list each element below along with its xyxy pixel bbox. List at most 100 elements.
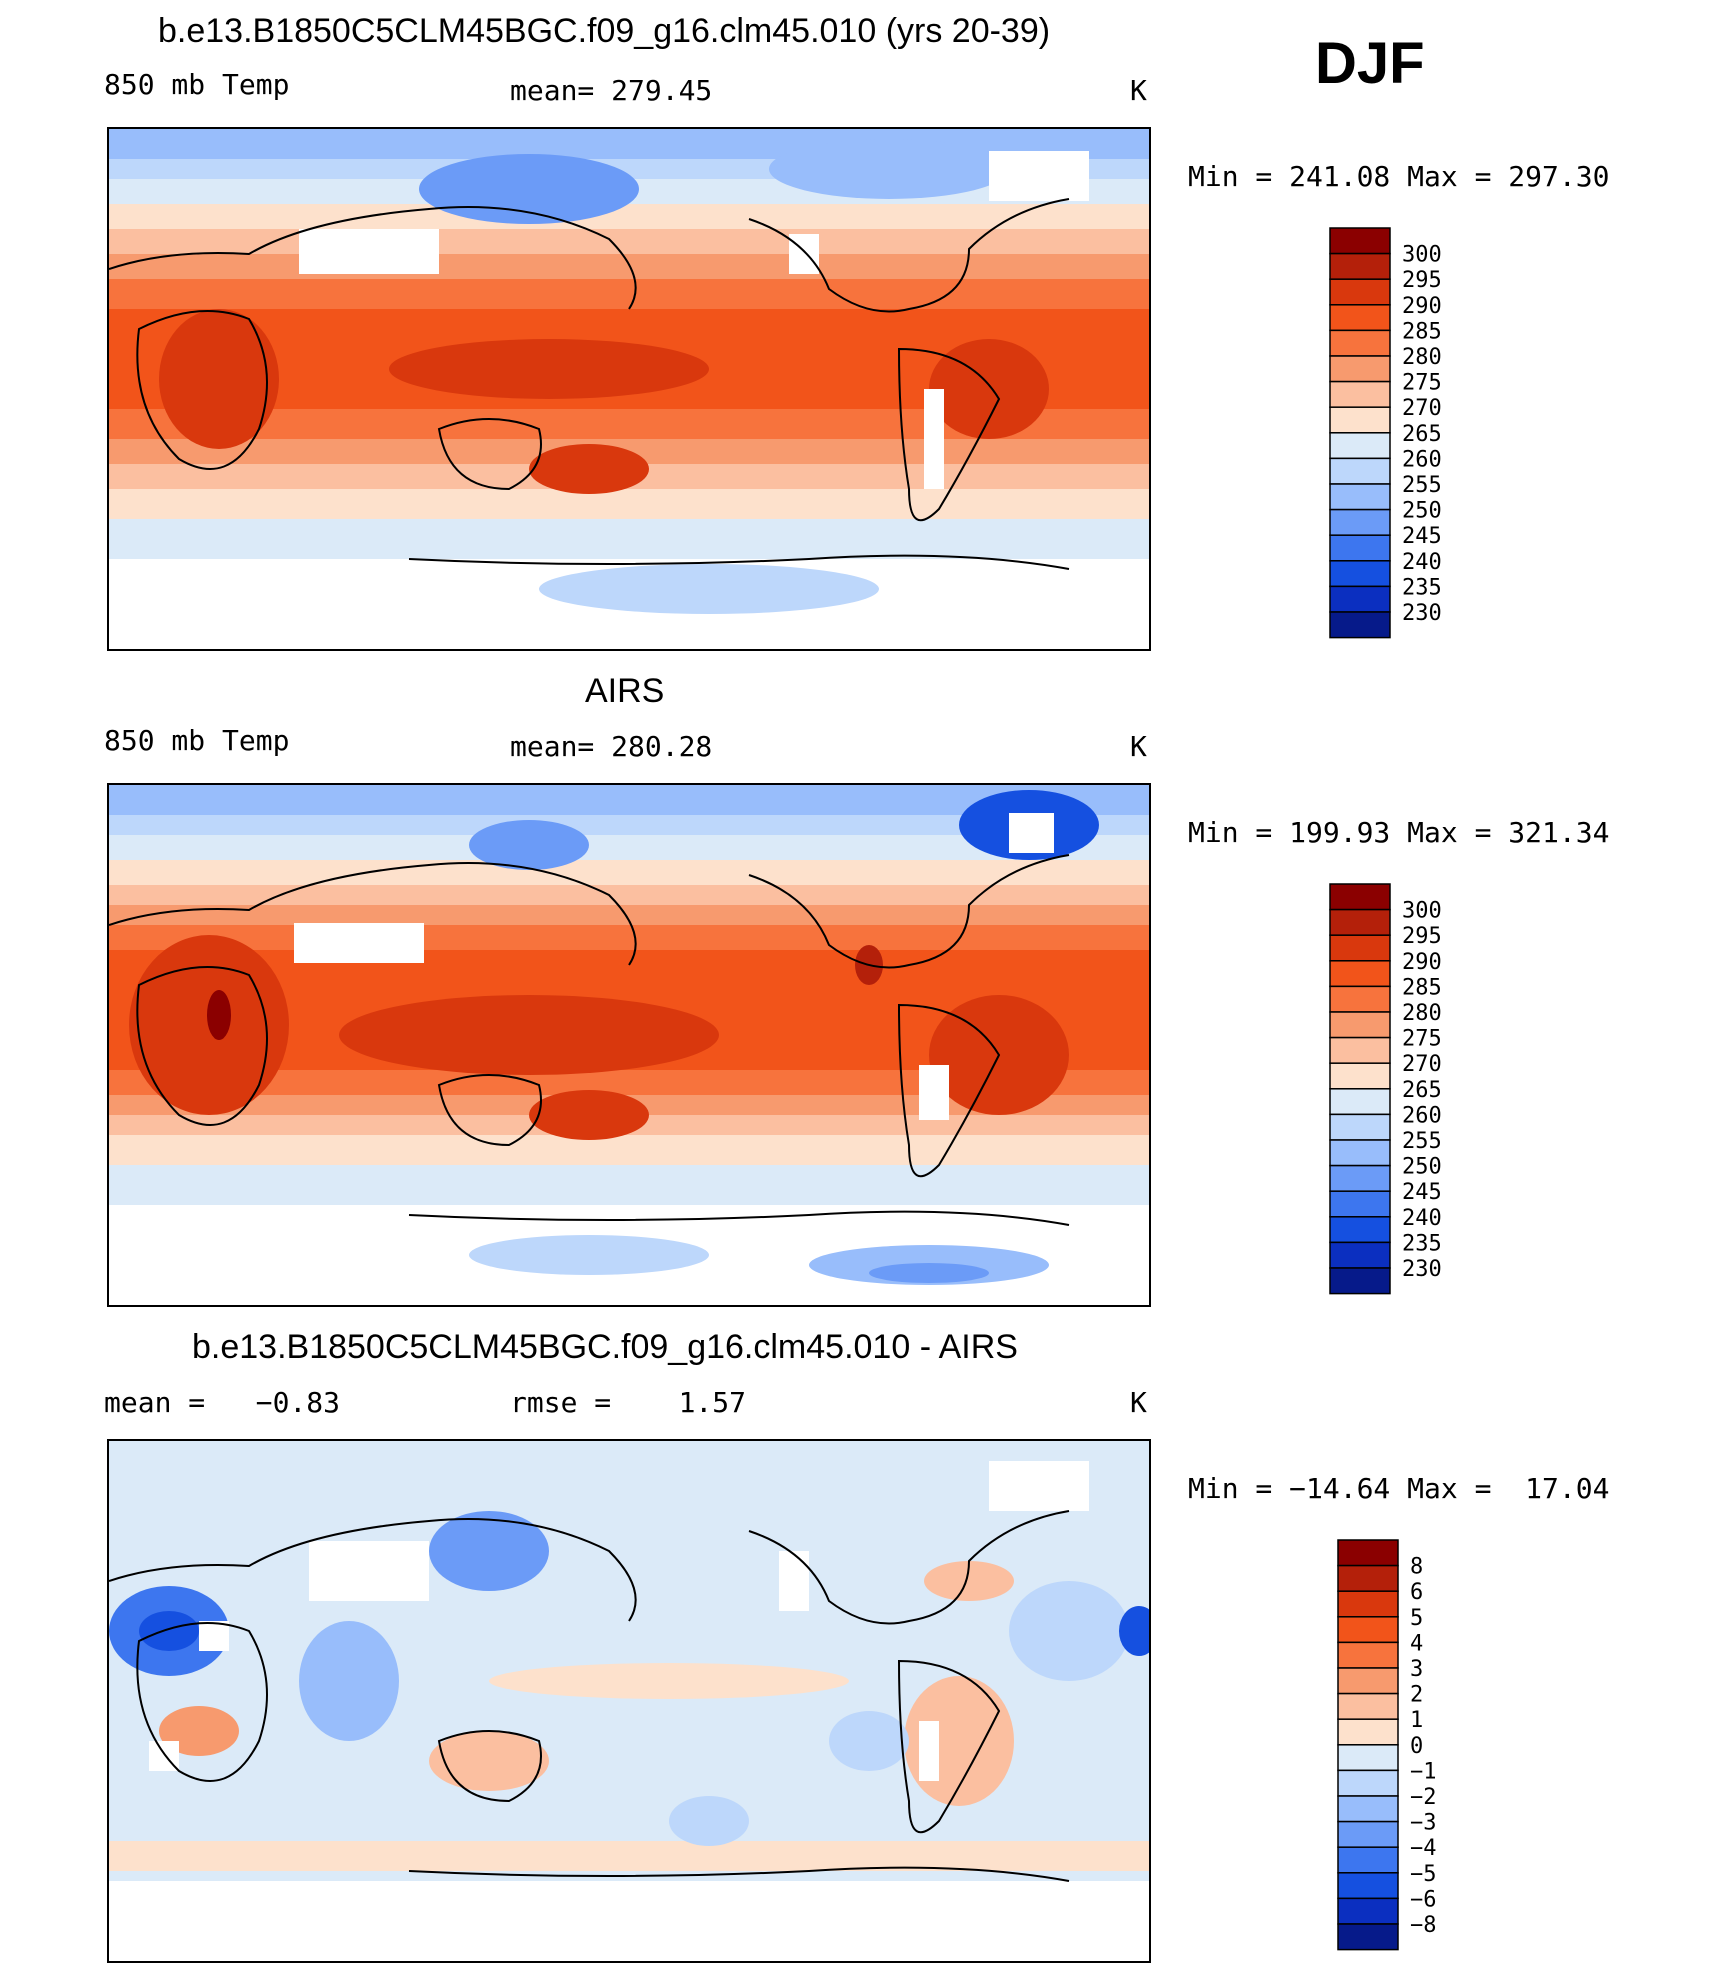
colorbar-swatch	[1329, 1216, 1391, 1244]
colorbar-swatch	[1337, 1795, 1399, 1823]
colorbar-swatch	[1329, 585, 1391, 613]
panel-3-mean-label: mean = −0.83	[104, 1386, 341, 1419]
colorbar-swatch	[1337, 1564, 1399, 1592]
season-label: DJF	[1315, 31, 1425, 96]
panel-1-map	[107, 127, 1151, 651]
colorbar-swatch	[1329, 1088, 1391, 1116]
colorbar-tick-label: 5	[1410, 1606, 1423, 1631]
colorbar-swatch	[1329, 508, 1391, 536]
colorbar-tick-label: 4	[1410, 1631, 1423, 1656]
colorbar-swatch	[1329, 252, 1391, 280]
colorbar-swatch	[1329, 355, 1391, 383]
colorbar-swatch	[1329, 960, 1391, 988]
colorbar-tick-label: 280	[1402, 345, 1442, 370]
colorbar-swatch	[1329, 1190, 1391, 1218]
colorbar-tick-label: 270	[1402, 1052, 1442, 1077]
colorbar-tick-label: 300	[1402, 899, 1442, 924]
colorbar-tick-label: 245	[1402, 1180, 1442, 1205]
colorbar-swatch	[1329, 908, 1391, 936]
colorbar-swatch	[1329, 1036, 1391, 1064]
colorbar-tick-label: 3	[1410, 1657, 1423, 1682]
panel-2-variable-label: 850 mb Temp	[104, 724, 290, 757]
colorbar-tick-label: 8	[1410, 1555, 1423, 1580]
panel-3-colorbar: 8 6 5 4 3 2 1 0 −1 −2 −3 −4 −5 −6 −8	[1337, 1539, 1498, 1951]
colorbar-tick-label: 260	[1402, 447, 1442, 472]
colorbar-swatch	[1329, 611, 1391, 639]
colorbar-swatch	[1329, 1267, 1391, 1295]
colorbar-tick-label: 280	[1402, 1001, 1442, 1026]
colorbar-tick-label: 275	[1402, 371, 1442, 396]
colorbar-swatch	[1329, 560, 1391, 588]
colorbar-swatch	[1337, 1641, 1399, 1669]
colorbar-swatch	[1329, 227, 1391, 255]
colorbar-tick-label: −5	[1410, 1862, 1437, 1887]
panel-3-map	[107, 1439, 1151, 1963]
colorbar-swatch	[1329, 1011, 1391, 1039]
colorbar-swatch	[1329, 1139, 1391, 1167]
panel-2-units-label: K	[1130, 730, 1147, 763]
colorbar-tick-label: −1	[1410, 1759, 1437, 1784]
colorbar-tick-label: 255	[1402, 1129, 1442, 1154]
colorbar-swatch	[1329, 985, 1391, 1013]
colorbar-tick-label: 250	[1402, 499, 1442, 524]
colorbar-tick-label: −2	[1410, 1785, 1437, 1810]
colorbar-tick-label: 290	[1402, 950, 1442, 975]
panel-1-mean-label: mean= 279.45	[510, 74, 713, 107]
panel-1-variable-label: 850 mb Temp	[104, 68, 290, 101]
colorbar-tick-label: 235	[1402, 575, 1442, 600]
colorbar-swatch	[1329, 1062, 1391, 1090]
panel-1-minmax: Min = 241.08 Max = 297.30	[1188, 160, 1610, 193]
colorbar-swatch	[1329, 304, 1391, 332]
colorbar-swatch	[1329, 278, 1391, 306]
colorbar-tick-label: 270	[1402, 396, 1442, 421]
colorbar-swatch	[1337, 1923, 1399, 1951]
panel-2-map	[107, 783, 1151, 1307]
colorbar-tick-label: 230	[1402, 601, 1442, 626]
colorbar-tick-label: −6	[1410, 1887, 1437, 1912]
colorbar-swatch	[1329, 483, 1391, 511]
colorbar-swatch	[1337, 1846, 1399, 1874]
colorbar-tick-label: 245	[1402, 524, 1442, 549]
colorbar-tick-label: 6	[1410, 1580, 1423, 1605]
colorbar-tick-label: 285	[1402, 975, 1442, 1000]
colorbar-swatch	[1337, 1872, 1399, 1900]
colorbar-tick-label: 290	[1402, 294, 1442, 319]
panel-3-title: b.e13.B1850C5CLM45BGC.f09_g16.clm45.010 …	[192, 1328, 1018, 1366]
colorbar-tick-label: 295	[1402, 924, 1442, 949]
colorbar-swatch	[1329, 1164, 1391, 1192]
colorbar-tick-label: 1	[1410, 1708, 1423, 1733]
colorbar-swatch	[1329, 380, 1391, 408]
colorbar-swatch	[1329, 457, 1391, 485]
colorbar-swatch	[1329, 934, 1391, 962]
colorbar-swatch	[1337, 1667, 1399, 1695]
colorbar-tick-label: 240	[1402, 550, 1442, 575]
panel-3-rmse-label: rmse = 1.57	[510, 1386, 747, 1419]
panel-2-colorbar: 300 295 290 285 280 275 270 265 260 255 250 245 240 2…	[1329, 883, 1490, 1295]
colorbar-tick-label: 235	[1402, 1231, 1442, 1256]
colorbar-tick-label: 295	[1402, 268, 1442, 293]
colorbar-swatch	[1337, 1769, 1399, 1797]
colorbar-tick-label: 255	[1402, 473, 1442, 498]
panel-2-minmax: Min = 199.93 Max = 321.34	[1188, 816, 1610, 849]
colorbar-swatch	[1329, 883, 1391, 911]
colorbar-swatch	[1329, 406, 1391, 434]
colorbar-swatch	[1337, 1744, 1399, 1772]
panel-3-units-label: K	[1130, 1386, 1147, 1419]
panel-3-minmax: Min = −14.64 Max = 17.04	[1188, 1472, 1610, 1505]
colorbar-tick-label: 275	[1402, 1027, 1442, 1052]
colorbar-swatch	[1337, 1692, 1399, 1720]
colorbar-swatch	[1337, 1590, 1399, 1618]
colorbar-tick-label: 265	[1402, 1078, 1442, 1103]
colorbar-tick-label: 285	[1402, 319, 1442, 344]
colorbar-swatch	[1329, 432, 1391, 460]
panel-2-title: AIRS	[585, 672, 665, 710]
colorbar-swatch	[1337, 1616, 1399, 1644]
colorbar-tick-label: 240	[1402, 1206, 1442, 1231]
colorbar-tick-label: 2	[1410, 1683, 1423, 1708]
colorbar-tick-label: −3	[1410, 1811, 1437, 1836]
colorbar-tick-label: 230	[1402, 1257, 1442, 1282]
panel-1-colorbar: 300 295 290 285 280 275 270 265 260 255 250 245 240 2…	[1329, 227, 1490, 639]
colorbar-tick-label: −4	[1410, 1836, 1437, 1861]
colorbar-swatch	[1329, 329, 1391, 357]
colorbar-swatch	[1337, 1897, 1399, 1925]
